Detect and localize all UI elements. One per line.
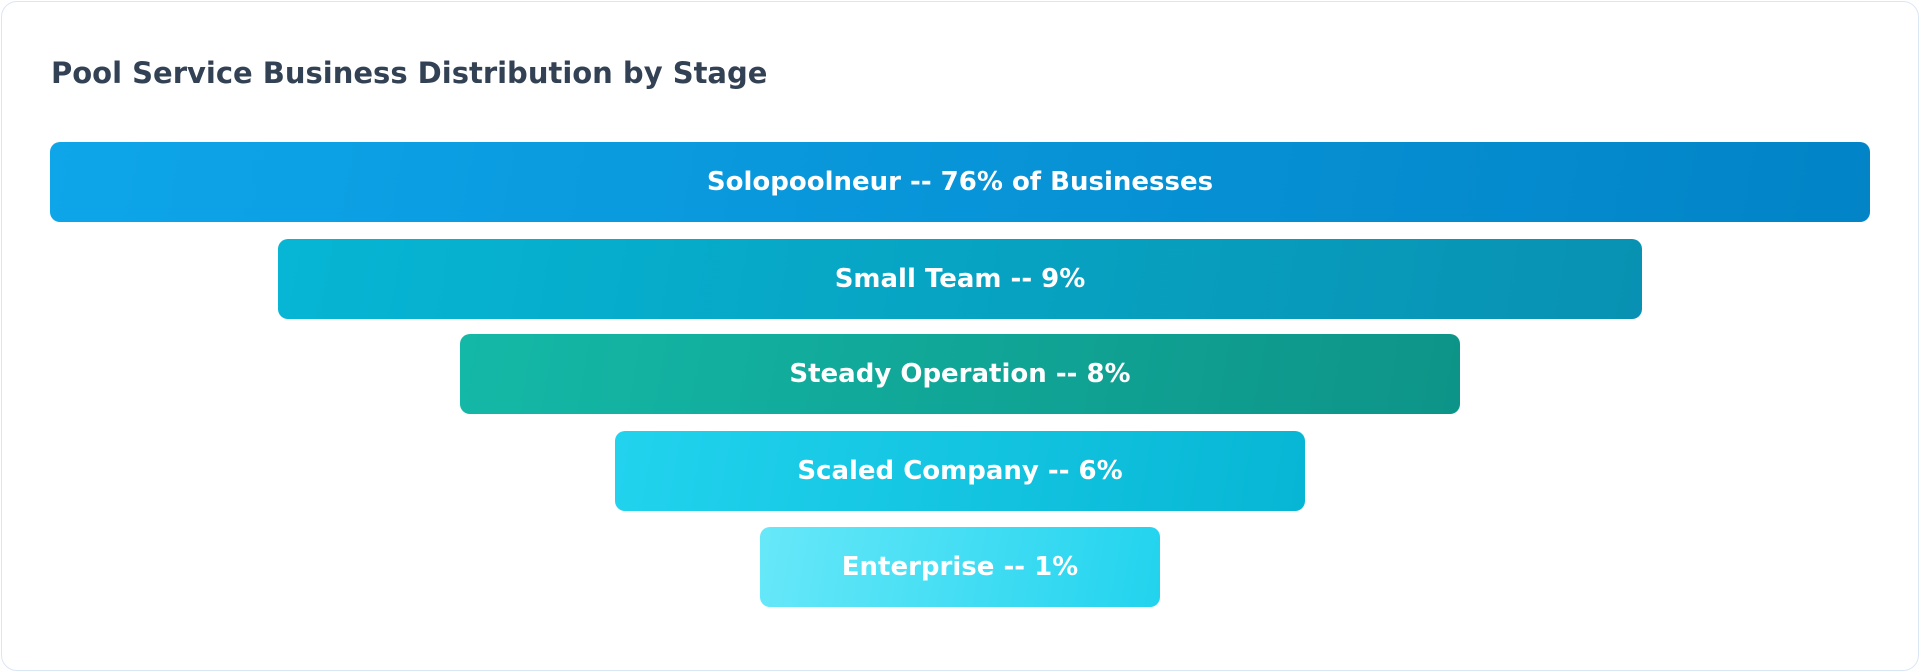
chart-title: Pool Service Business Distribution by St…: [51, 56, 768, 90]
funnel-bar-enterprise: Enterprise -- 1%: [760, 527, 1160, 607]
funnel-bar-scaled-company: Scaled Company -- 6%: [615, 431, 1305, 511]
funnel-bar-label: Steady Operation -- 8%: [789, 359, 1131, 389]
funnel-bar-small-team: Small Team -- 9%: [278, 239, 1642, 319]
funnel-bar-label: Scaled Company -- 6%: [797, 456, 1123, 486]
funnel-bar-steady-operation: Steady Operation -- 8%: [460, 334, 1460, 414]
funnel-bar-solopoolneur: Solopoolneur -- 76% of Businesses: [50, 142, 1870, 222]
funnel-bar-label: Solopoolneur -- 76% of Businesses: [706, 167, 1214, 197]
funnel-bar-label: Small Team -- 9%: [834, 264, 1086, 294]
funnel-bar-label: Enterprise -- 1%: [841, 552, 1079, 582]
